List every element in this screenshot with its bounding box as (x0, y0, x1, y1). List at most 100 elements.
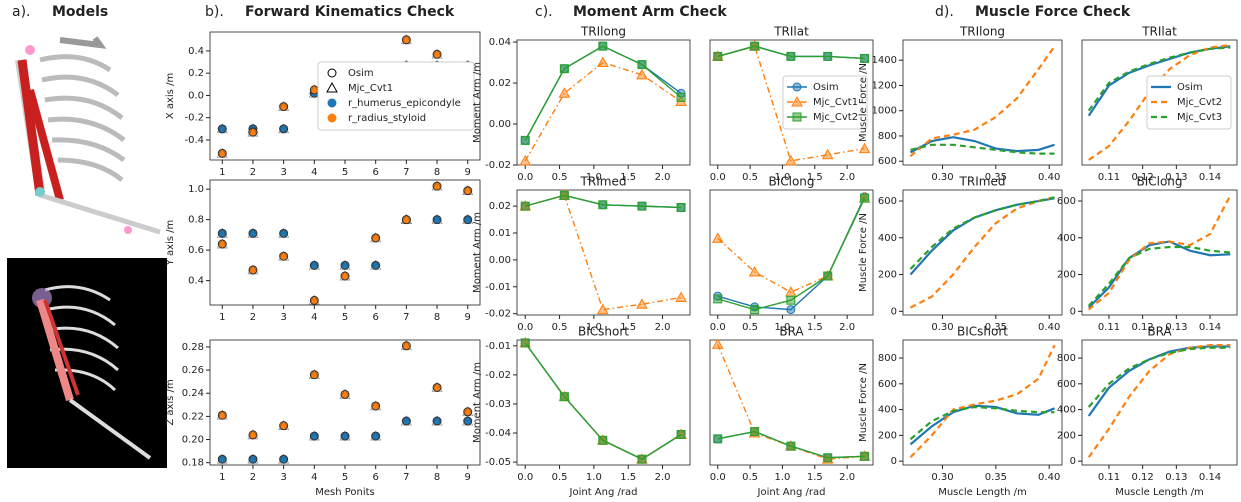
x-tick-label: 0.35 (985, 322, 1007, 333)
x-tick-label: 0.13 (1165, 472, 1187, 483)
y-tick-label: 400 (1057, 405, 1076, 416)
point-mjc (431, 214, 443, 224)
point-mjc (278, 250, 290, 261)
plot-frame (902, 339, 1063, 466)
x-tick-label: 0.0 (710, 472, 726, 483)
y-tick-label: 400 (1057, 233, 1076, 244)
x-tick-label: 4 (311, 312, 317, 323)
point (858, 142, 871, 154)
y-tick-label: 1200 (872, 80, 897, 91)
y-tick-label: 1.0 (188, 184, 204, 195)
point (821, 148, 834, 160)
y-tick-label: 200 (1057, 270, 1076, 281)
subplot-title: TRImed (959, 175, 1006, 189)
series-line (909, 196, 1055, 270)
point (785, 286, 797, 297)
x-tick-label: 7 (403, 312, 409, 323)
series-line (1088, 43, 1231, 161)
x-tick-label: 0.0 (710, 172, 726, 183)
x-tick-label: 1.5 (620, 172, 636, 183)
panel-title: Forward Kinematics Check (245, 4, 455, 20)
point (785, 154, 797, 166)
y-tick-label: 0.6 (188, 245, 204, 256)
point-mjc (247, 429, 259, 440)
legend-label: r_radius_styloid (348, 113, 426, 124)
point (786, 441, 796, 451)
y-axis-label: Moment Arm /m (472, 212, 483, 293)
x-tick-label: 9 (465, 167, 471, 178)
y-tick-label: 800 (878, 353, 897, 364)
x-tick-label: 1.0 (586, 322, 602, 333)
x-axis-label: Joint Ang /rad (757, 487, 826, 498)
x-tick-label: 1.5 (807, 322, 823, 333)
subplot-title: TRImed (580, 175, 627, 189)
y-axis-label: Muscle Force /N (858, 213, 869, 292)
y-tick-label: 0.0 (188, 90, 204, 101)
x-tick-label: 0.30 (931, 472, 953, 483)
legend-label: Mjc_Cvt1 (813, 97, 858, 108)
x-tick-label: 0.13 (1165, 172, 1187, 183)
subplot-title: BICshort (957, 325, 1008, 339)
y-tick-label: 200 (878, 270, 897, 281)
x-tick-label: 1 (219, 312, 225, 323)
subplot-title: TRIlong (959, 25, 1005, 39)
subplot-title: TRIlat (773, 25, 809, 39)
y-axis-label: X axis /m (165, 73, 176, 119)
y-tick-label: 600 (1057, 379, 1076, 390)
y-tick-label: 0.00 (489, 255, 511, 266)
x-tick-label: 8 (434, 472, 440, 483)
x-tick-label: 4 (311, 472, 317, 483)
legend-label: Mjc_Cvt1 (348, 83, 393, 94)
point-mjc (216, 123, 228, 134)
x-tick-label: 0.5 (742, 172, 758, 183)
series-line (909, 344, 1056, 459)
x-tick-label: 1.0 (774, 472, 790, 483)
point (786, 305, 796, 315)
plot-frame (516, 339, 691, 466)
point-mjc (216, 409, 228, 420)
y-axis-label: Muscle Force /N (858, 363, 869, 442)
x-tick-label: 0.11 (1098, 322, 1120, 333)
x-tick-label: 0.30 (931, 322, 953, 333)
y-tick-label: 200 (1057, 430, 1076, 441)
x-tick-label: 0.0 (710, 322, 726, 333)
point (598, 435, 608, 445)
x-tick-label: 0.14 (1199, 172, 1221, 183)
y-tick-label: 200 (878, 430, 897, 441)
legend-label: Osim (348, 68, 374, 79)
point-mjc (370, 232, 382, 243)
y-tick-label: 0.26 (182, 365, 204, 376)
x-tick-label: 1.5 (807, 472, 823, 483)
panel-title: Muscle Force Check (975, 4, 1131, 20)
y-tick-label: 600 (878, 156, 897, 167)
y-tick-label: 800 (878, 131, 897, 142)
x-tick-label: 0.5 (742, 322, 758, 333)
y-tick-label: 400 (878, 405, 897, 416)
series-line (909, 45, 1056, 158)
legend-marker (792, 112, 802, 122)
series-line (1087, 345, 1231, 417)
point-mjc (247, 453, 259, 464)
panel-label: a). (12, 4, 31, 20)
point (750, 427, 760, 437)
point (598, 200, 608, 210)
y-tick-label: 600 (878, 196, 897, 207)
y-tick-label: -0.01 (485, 341, 511, 352)
x-tick-label: 2.0 (839, 472, 855, 483)
y-tick-label: -0.02 (485, 309, 511, 320)
legend-marker (327, 98, 337, 108)
point (559, 64, 569, 74)
point (637, 201, 647, 211)
point-mjc (308, 430, 320, 441)
point (676, 429, 686, 439)
point (786, 51, 796, 61)
x-tick-label: 1.5 (620, 322, 636, 333)
point (676, 92, 686, 102)
panel-label: c). (535, 4, 553, 20)
point (750, 41, 760, 51)
x-tick-label: 1.0 (774, 322, 790, 333)
x-tick-label: 9 (465, 312, 471, 323)
x-tick-label: 7 (403, 167, 409, 178)
x-tick-label: 1.5 (807, 172, 823, 183)
